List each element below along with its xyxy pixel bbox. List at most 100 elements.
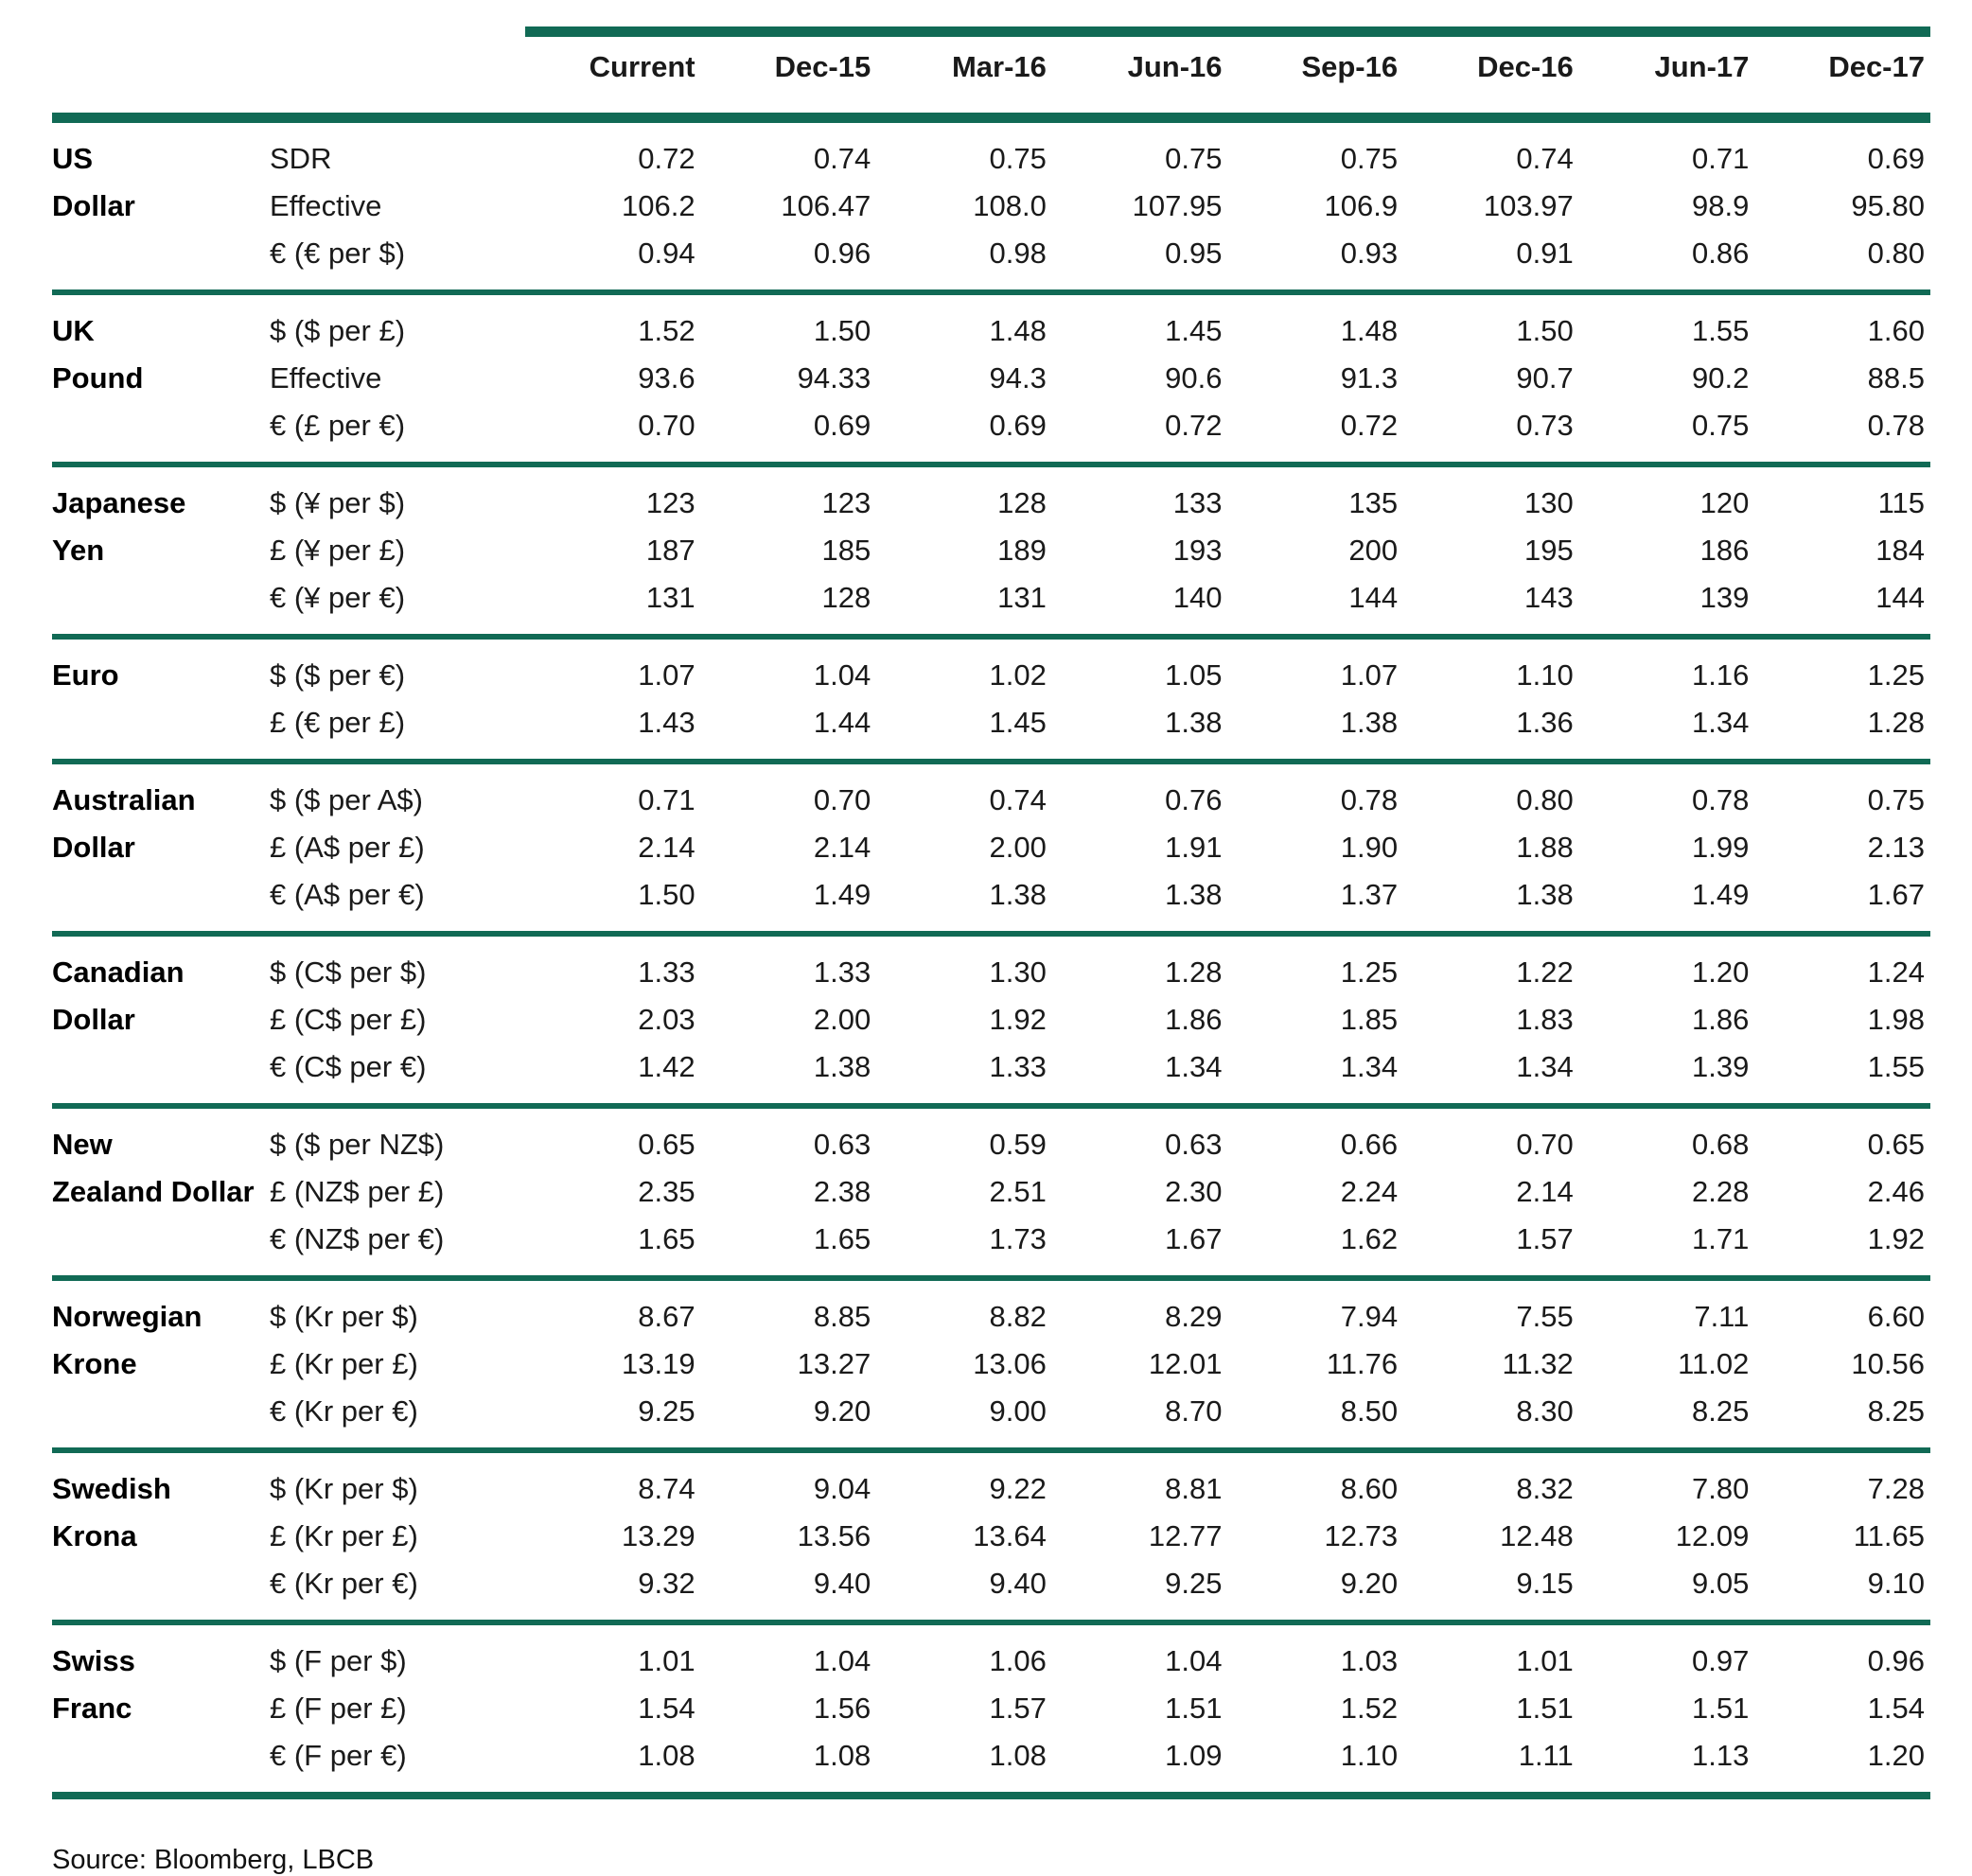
currency-name-line: Yen (52, 534, 105, 567)
metric-label: SDR (270, 142, 332, 175)
value-cell: 0.69 (813, 409, 872, 442)
currency-name: Norwegian Krone (52, 1293, 270, 1435)
value-cell: 9.20 (1340, 1567, 1399, 1600)
value-cell: 0.75 (989, 142, 1047, 175)
currency-name-line: Norwegian (52, 1300, 202, 1333)
value-cell: 1.71 (1692, 1222, 1750, 1255)
metric-label: € (Kr per €) (270, 1394, 418, 1428)
value-cell: 195 (1524, 534, 1574, 567)
value-cell: 1.20 (1692, 956, 1750, 989)
value-cell: 0.63 (1165, 1128, 1223, 1161)
currency-name: Swiss Franc (52, 1638, 270, 1780)
value-cell: 12.09 (1675, 1519, 1750, 1552)
value-cell: 2.03 (638, 1003, 695, 1036)
value-cell: 8.50 (1340, 1394, 1399, 1428)
value-cell: 144 (1875, 581, 1925, 614)
value-cell: 7.94 (1340, 1300, 1399, 1333)
value-cell: 120 (1699, 486, 1750, 519)
value-cell: 9.22 (989, 1472, 1047, 1505)
value-cell: 1.45 (1165, 314, 1223, 347)
value-cell: 2.14 (638, 831, 695, 864)
currency-name-line: Australian (52, 783, 196, 816)
value-cell: 1.34 (1165, 1050, 1223, 1083)
metric-label: $ ($ per £) (270, 314, 406, 347)
value-cell: 2.00 (989, 831, 1047, 864)
header-bottom-rule (52, 113, 1930, 123)
value-cell: 13.64 (973, 1519, 1047, 1552)
currency-group-grid: Swedish Krona $ (Kr per $) 8.74 9.04 9.22 8.81… (52, 1465, 1930, 1607)
value-cell: 2.13 (1867, 831, 1925, 864)
value-cell: 1.28 (1867, 706, 1925, 739)
value-cell: 0.86 (1692, 237, 1750, 270)
value-cell: 140 (1172, 581, 1223, 614)
value-cell: 2.00 (813, 1003, 872, 1036)
metric-label: £ (A$ per £) (270, 831, 425, 864)
currency-name-line: Canadian (52, 956, 185, 989)
value-cell: 0.78 (1867, 409, 1925, 442)
value-cell: 0.65 (1867, 1128, 1925, 1161)
value-cell: 1.33 (813, 956, 872, 989)
currency-name-line: US (52, 142, 94, 175)
value-cell: 8.60 (1340, 1472, 1399, 1505)
value-cell: 9.10 (1867, 1567, 1925, 1600)
value-cell: 2.38 (813, 1175, 872, 1208)
value-cell: 1.55 (1867, 1050, 1925, 1083)
value-cell: 98.9 (1692, 189, 1750, 222)
value-cell: 1.83 (1516, 1003, 1574, 1036)
value-cell: 0.78 (1340, 783, 1399, 816)
currency-name-line: Dollar (52, 189, 135, 222)
value-cell: 1.65 (813, 1222, 872, 1255)
value-cell: 0.71 (638, 783, 695, 816)
value-cell: 2.24 (1340, 1175, 1399, 1208)
value-cell: 1.48 (1340, 314, 1399, 347)
value-cell: 1.54 (1867, 1692, 1925, 1725)
value-cell: 1.50 (1516, 314, 1574, 347)
currency-group: US Dollar SDR 0.72 0.74 0.75 0.75 0.75 0.74 0.71 0… (52, 123, 1930, 289)
currency-name-line: Franc (52, 1692, 132, 1725)
value-cell: 8.32 (1516, 1472, 1574, 1505)
value-cell: 13.06 (973, 1347, 1047, 1380)
value-cell: 1.28 (1165, 956, 1223, 989)
value-cell: 187 (645, 534, 695, 567)
currency-name: US Dollar (52, 135, 270, 277)
value-cell: 0.70 (813, 783, 872, 816)
value-cell: 144 (1348, 581, 1399, 614)
value-cell: 1.25 (1867, 658, 1925, 692)
value-cell: 11.76 (1326, 1347, 1399, 1380)
value-cell: 1.56 (813, 1692, 872, 1725)
value-cell: 2.46 (1867, 1175, 1925, 1208)
value-cell: 1.73 (989, 1222, 1047, 1255)
value-cell: 1.92 (1867, 1222, 1925, 1255)
value-cell: 1.08 (638, 1739, 695, 1772)
value-cell: 0.78 (1692, 783, 1750, 816)
metric-label: € (€ per $) (270, 237, 406, 270)
value-cell: 1.02 (989, 658, 1047, 692)
value-cell: 106.9 (1324, 189, 1399, 222)
currency-group-grid: US Dollar SDR 0.72 0.74 0.75 0.75 0.75 0.74 0.71 0… (52, 135, 1930, 277)
value-cell: 8.67 (638, 1300, 695, 1333)
value-cell: 123 (645, 486, 695, 519)
metric-label: € (£ per €) (270, 409, 406, 442)
value-cell: 1.08 (813, 1739, 872, 1772)
value-cell: 1.22 (1516, 956, 1574, 989)
value-cell: 0.96 (813, 237, 872, 270)
currency-group-grid: Norwegian Krone $ (Kr per $) 8.67 8.85 8.82 8.… (52, 1293, 1930, 1435)
value-cell: 1.30 (989, 956, 1047, 989)
value-cell: 0.98 (989, 237, 1047, 270)
value-cell: 9.20 (813, 1394, 872, 1428)
value-cell: 0.72 (1165, 409, 1223, 442)
value-cell: 0.73 (1516, 409, 1574, 442)
currency-group: New Zealand Dollar $ ($ per NZ$) 0.65 0.63 0.… (52, 1103, 1930, 1275)
value-cell: 8.85 (813, 1300, 872, 1333)
value-cell: 185 (821, 534, 872, 567)
value-cell: 1.34 (1516, 1050, 1574, 1083)
value-cell: 1.90 (1340, 831, 1399, 864)
value-cell: 0.75 (1692, 409, 1750, 442)
value-cell: 135 (1348, 486, 1399, 519)
currency-group: Japanese Yen $ (¥ per $) 123 123 128 133 135 130… (52, 462, 1930, 634)
value-cell: 0.80 (1516, 783, 1574, 816)
value-cell: 193 (1172, 534, 1223, 567)
value-cell: 1.86 (1165, 1003, 1223, 1036)
value-cell: 0.70 (638, 409, 695, 442)
value-cell: 0.59 (989, 1128, 1047, 1161)
